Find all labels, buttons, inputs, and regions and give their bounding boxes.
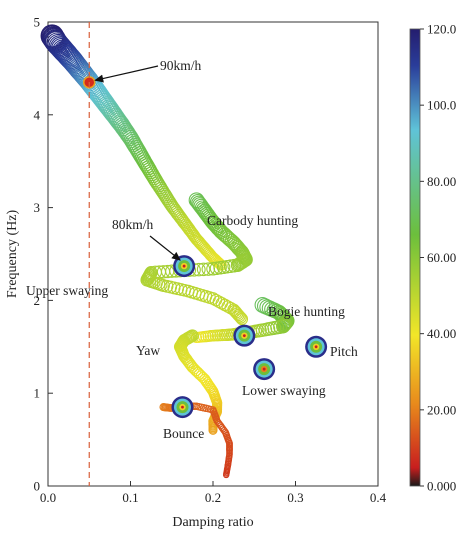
annotation-label: Upper swaying: [26, 283, 108, 298]
y-tick-label: 5: [34, 15, 41, 30]
x-tick-label: 0.2: [205, 490, 221, 505]
annotation-label: Lower swaying: [242, 383, 326, 398]
data-point: [235, 312, 249, 326]
annotation-label: Pitch: [330, 344, 358, 359]
annotation-arrow: [149, 235, 181, 261]
marker-bogie-hunting: [233, 324, 256, 347]
annotation-label: 80km/h: [112, 217, 154, 232]
data-point: [196, 262, 211, 277]
annotation-label: Bogie hunting: [268, 304, 345, 319]
marker-core: [181, 405, 184, 409]
mode-markers: [83, 76, 328, 419]
colorbar-bar: [409, 28, 421, 487]
data-point: [201, 262, 216, 276]
data-point: [223, 259, 238, 274]
data-point: [50, 37, 74, 61]
data-point: [206, 262, 220, 276]
data-point: [221, 300, 234, 313]
marker-bounce: [171, 396, 194, 419]
y-tick-label: 0: [34, 479, 41, 494]
data-point: [211, 221, 227, 237]
data-point: [215, 259, 227, 271]
colorbar-tick-label: 60.00: [427, 250, 456, 265]
marker-carbody-hunting: [173, 255, 196, 278]
colorbar-tick-label: 40.00: [427, 326, 456, 341]
mode-curves: [40, 24, 295, 479]
x-axis-label: Damping ratio: [172, 515, 253, 530]
data-point: [233, 256, 247, 271]
data-point: [208, 425, 218, 435]
colorbar-tick-label: 80.00: [427, 174, 456, 189]
x-tick-label: 0.0: [40, 490, 56, 505]
colorbar: 0.000 20.00 40.00 60.00 80.00 100.0 120.0: [409, 22, 456, 494]
y-tick-label: 4: [34, 107, 41, 122]
annotations: 90km/h 80km/h Carbody hunting Upper swaying…: [26, 58, 358, 441]
series-upper-swaying: [40, 24, 227, 271]
data-point: [233, 310, 246, 323]
x-tick-label: 0.3: [287, 490, 303, 505]
annotation-arrow: [94, 65, 159, 83]
y-tick-label: 3: [34, 200, 41, 215]
y-tick-label: 1: [34, 386, 41, 401]
marker-core: [242, 334, 246, 338]
marker-pitch: [305, 335, 328, 358]
annotation-label: 90km/h: [160, 58, 202, 73]
colorbar-tick-label: 120.0: [427, 22, 456, 37]
marker-core: [182, 264, 186, 268]
data-point: [232, 308, 245, 322]
marker-core: [314, 345, 318, 349]
annotation-label: Bounce: [163, 426, 204, 441]
x-tick-label: 0.4: [370, 490, 387, 505]
colorbar-tick-label: 100.0: [427, 98, 456, 113]
colorbar-tick-label: 20.00: [427, 402, 456, 417]
annotation-label: Carbody hunting: [207, 213, 298, 228]
data-point: [53, 40, 76, 63]
y-axis-label: Frequency (Hz): [5, 210, 20, 299]
marker-lower-swaying: [253, 358, 276, 381]
data-point: [222, 471, 230, 479]
data-point: [234, 311, 247, 324]
x-tick-label: 0.1: [122, 490, 138, 505]
y-tick-label: 2: [34, 293, 41, 308]
data-point: [234, 255, 249, 270]
colorbar-tick-label: 0.000: [427, 479, 456, 494]
axes: 0.0 0.1 0.2 0.3 0.4 0 1 2 3 4 5: [34, 15, 387, 506]
marker-core: [262, 367, 266, 371]
annotation-label: Yaw: [136, 343, 160, 358]
